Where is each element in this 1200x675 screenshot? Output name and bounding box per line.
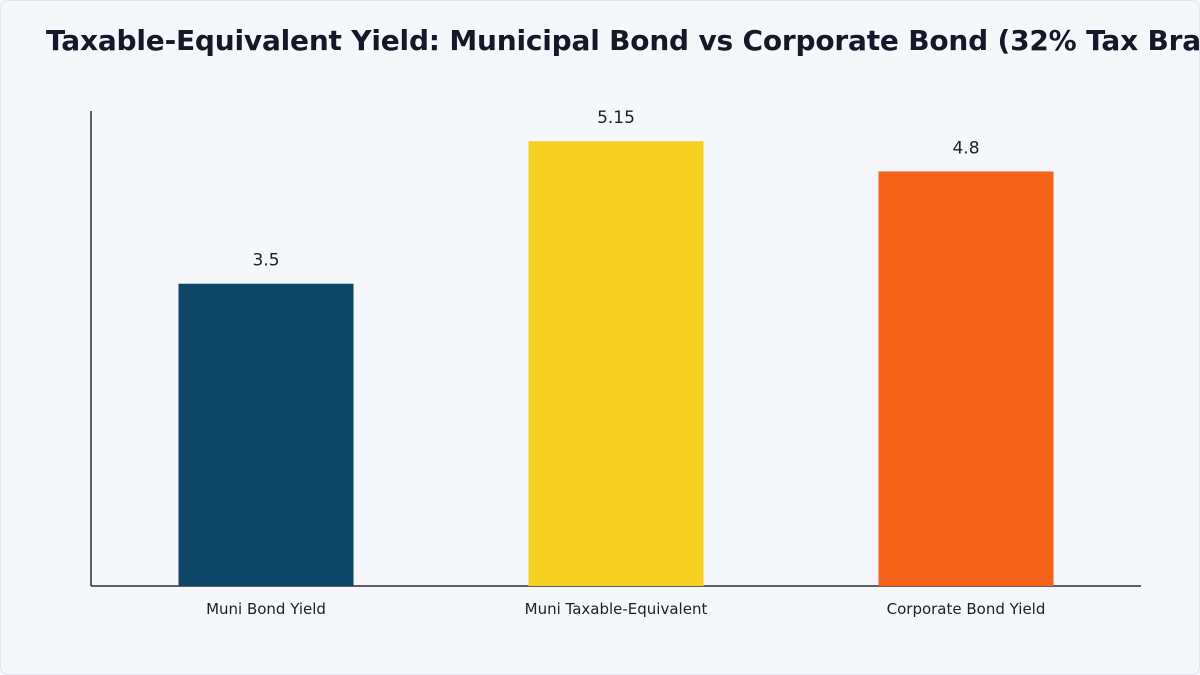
bar-value-label: 5.15 (597, 108, 635, 128)
category-label: Muni Bond Yield (206, 600, 326, 618)
bar-0 (178, 283, 354, 586)
category-labels-group: Muni Bond Yield Muni Taxable-Equivalent Co… (206, 600, 1045, 618)
category-label: Corporate Bond Yield (887, 600, 1046, 618)
bar-value-label: 4.8 (952, 138, 979, 158)
value-labels-group: 3.5 5.15 4.8 (252, 108, 979, 271)
bar-2 (878, 171, 1054, 587)
bar-1 (528, 141, 704, 586)
category-label: Muni Taxable-Equivalent (525, 600, 708, 618)
bar-value-label: 3.5 (252, 251, 279, 271)
chart-title: Taxable-Equivalent Yield: Municipal Bond… (46, 24, 1200, 57)
bars-group (178, 141, 1054, 587)
